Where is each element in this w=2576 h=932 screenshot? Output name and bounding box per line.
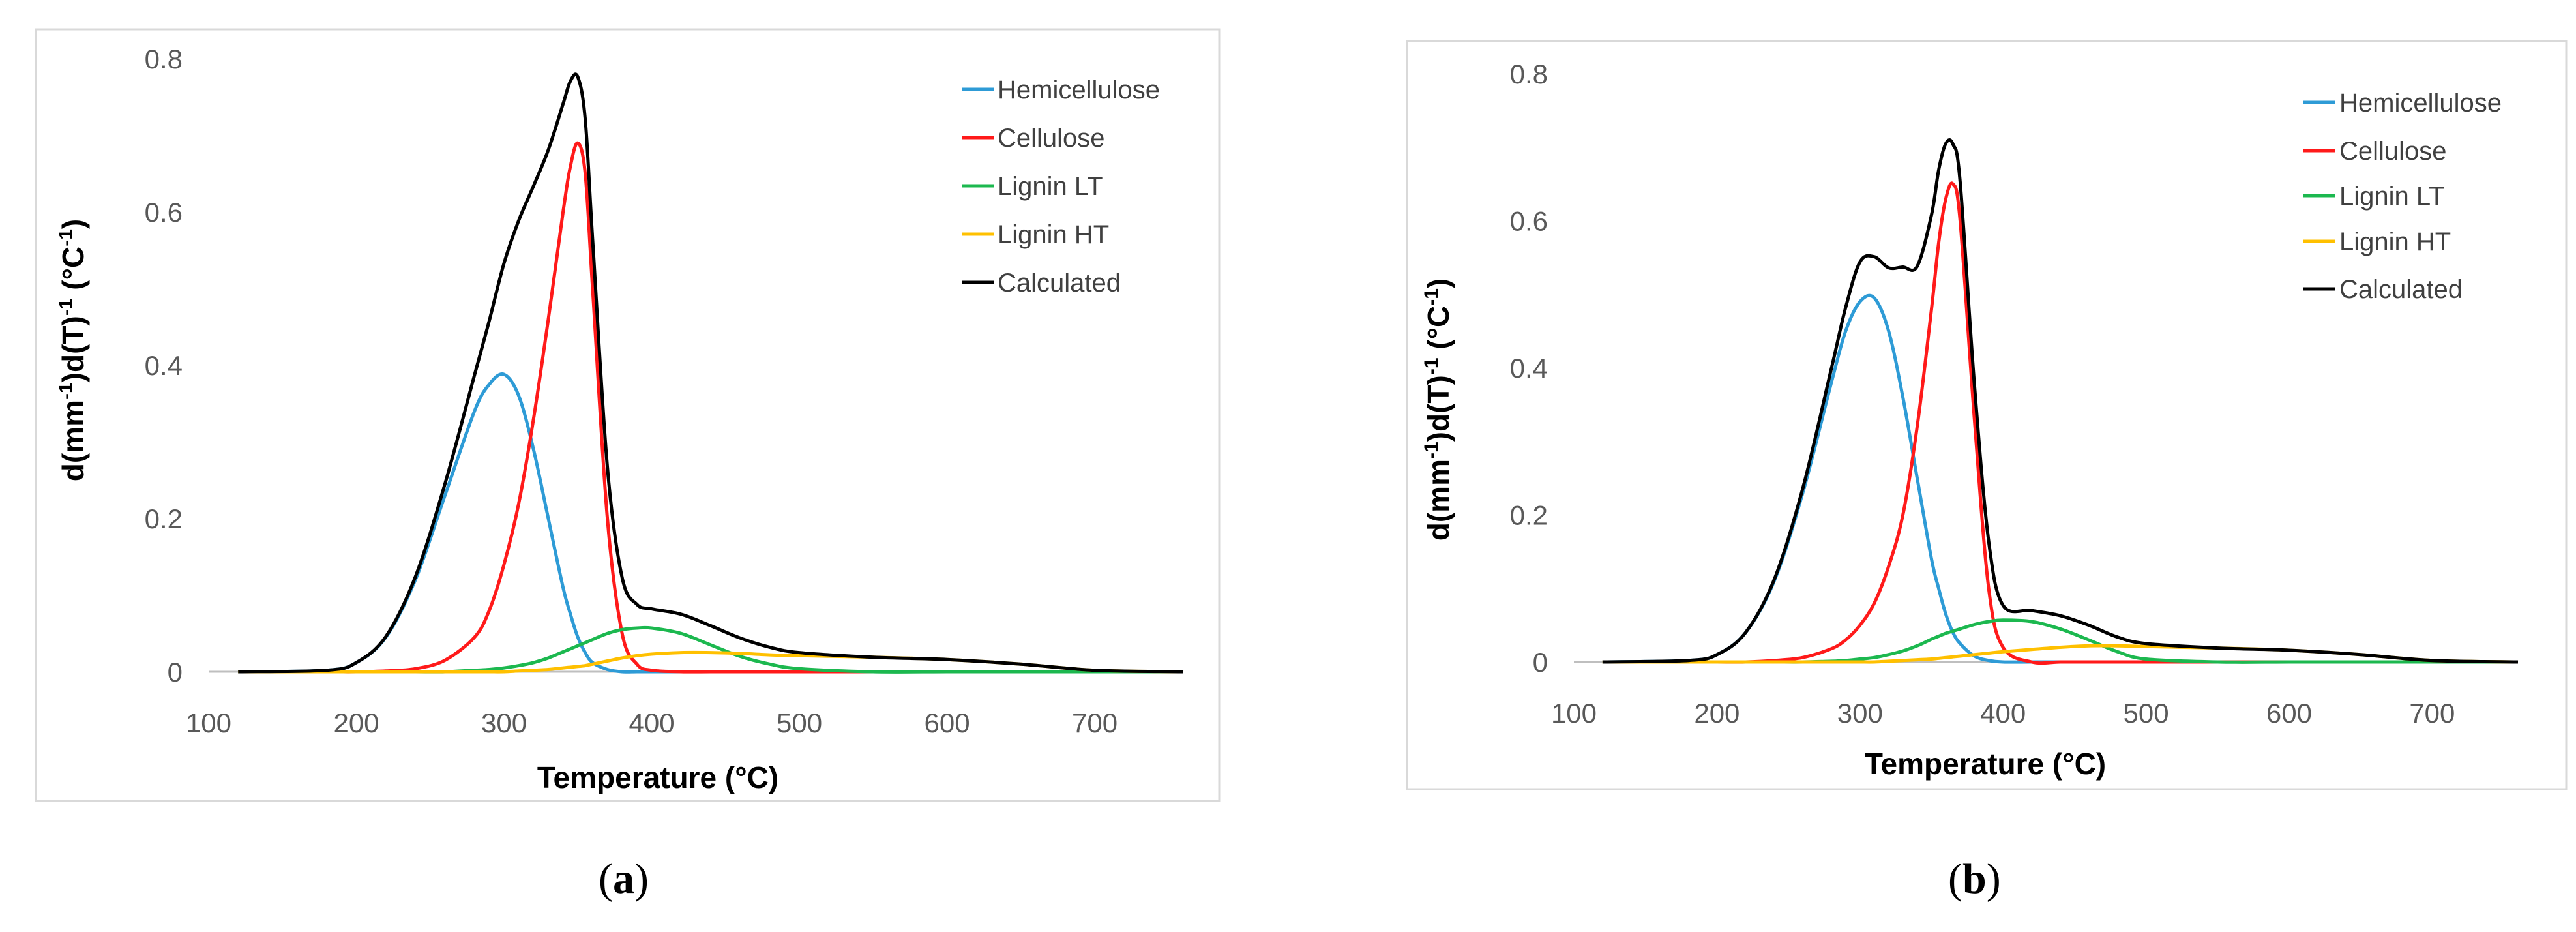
chart-a-legend-label-lignin-ht: Lignin HT [998,220,1109,249]
panel-label-b-letter: b [1962,855,1987,903]
chart-a-ytick-labels: 0 0.2 0.4 0.6 0.8 [145,44,183,687]
chart-b-ytick-1: 0.2 [1510,500,1548,531]
panel-label-a: (a) [599,855,649,903]
chart-b-xtick-6: 700 [2409,698,2455,729]
chart-b-ytick-2: 0.4 [1510,353,1548,383]
chart-a-xtick-4: 500 [777,708,822,738]
chart-a-ytick-1: 0.2 [145,504,183,534]
chart-a-legend: Hemicellulose Cellulose Lignin LT Lignin… [962,76,1160,297]
chart-b-xtick-0: 100 [1551,698,1597,729]
chart-b-xtick-4: 500 [2124,698,2169,729]
chart-a-ytick-4: 0.8 [145,44,183,74]
chart-b-legend-label-cellulose: Cellulose [2339,137,2447,166]
chart-a-ytick-3: 0.6 [145,197,183,228]
chart-a-xtick-labels: 100 200 300 400 500 600 700 [186,708,1118,738]
chart-a-xtick-2: 300 [481,708,527,738]
chart-b-legend-label-lignin-ht: Lignin HT [2339,228,2451,256]
chart-b-ylabel: d(mm-1)d(T)-1 (°C-1) [1421,278,1455,541]
chart-b-xtick-2: 300 [1837,698,1883,729]
chart-a-ytick-2: 0.4 [145,350,183,381]
chart-a-xtick-6: 700 [1072,708,1118,738]
chart-b-legend-label-lignin-lt: Lignin LT [2339,182,2445,211]
chart-a-xlabel: Temperature (°C) [537,760,778,794]
chart-b-xtick-1: 200 [1694,698,1740,729]
chart-b-ytick-0: 0 [1533,647,1548,678]
chart-b-frame [1406,40,2568,790]
chart-b-xlabel: Temperature (°C) [1865,747,2106,781]
chart-a-legend-label-calculated: Calculated [998,269,1121,297]
chart-b-legend-label-calculated: Calculated [2339,275,2463,304]
chart-b-ytick-4: 0.8 [1510,59,1548,89]
chart-b-line-calculated [1602,138,2519,664]
chart-a-line-calculated [238,72,1184,674]
chart-b-xtick-5: 600 [2266,698,2312,729]
chart-a-legend-label-cellulose: Cellulose [998,124,1105,153]
panel-label-a-letter: a [612,855,634,903]
chart-b: 0 0.2 0.4 0.6 0.8 100 200 300 400 500 60… [1406,40,2568,790]
chart-a-xtick-3: 400 [629,708,675,738]
chart-a-xtick-0: 100 [186,708,231,738]
chart-a-legend-label-lignin-lt: Lignin LT [998,172,1103,201]
chart-a-xtick-5: 600 [925,708,970,738]
chart-a-ylabel: d(mm-1)d(T)-1 (°C-1) [55,219,90,482]
chart-b-legend-label-hemicellulose: Hemicellulose [2339,89,2502,117]
chart-a-legend-label-hemicellulose: Hemicellulose [998,76,1160,104]
chart-b-xtick-labels: 100 200 300 400 500 600 700 [1551,698,2455,729]
chart-a-ytick-0: 0 [168,657,183,687]
chart-a-series-lines [238,72,1184,674]
panel-label-b: (b) [1948,855,2001,903]
chart-a: 0 0.2 0.4 0.6 0.8 100 200 300 400 500 60… [35,28,1221,802]
chart-b-ytick-3: 0.6 [1510,206,1548,237]
chart-b-legend: Hemicellulose Cellulose Lignin LT Lignin… [2303,89,2502,304]
chart-b-ytick-labels: 0 0.2 0.4 0.6 0.8 [1510,59,1548,678]
chart-b-series-lines [1602,138,2519,665]
chart-a-xtick-1: 200 [333,708,379,738]
chart-b-xtick-3: 400 [1980,698,2026,729]
